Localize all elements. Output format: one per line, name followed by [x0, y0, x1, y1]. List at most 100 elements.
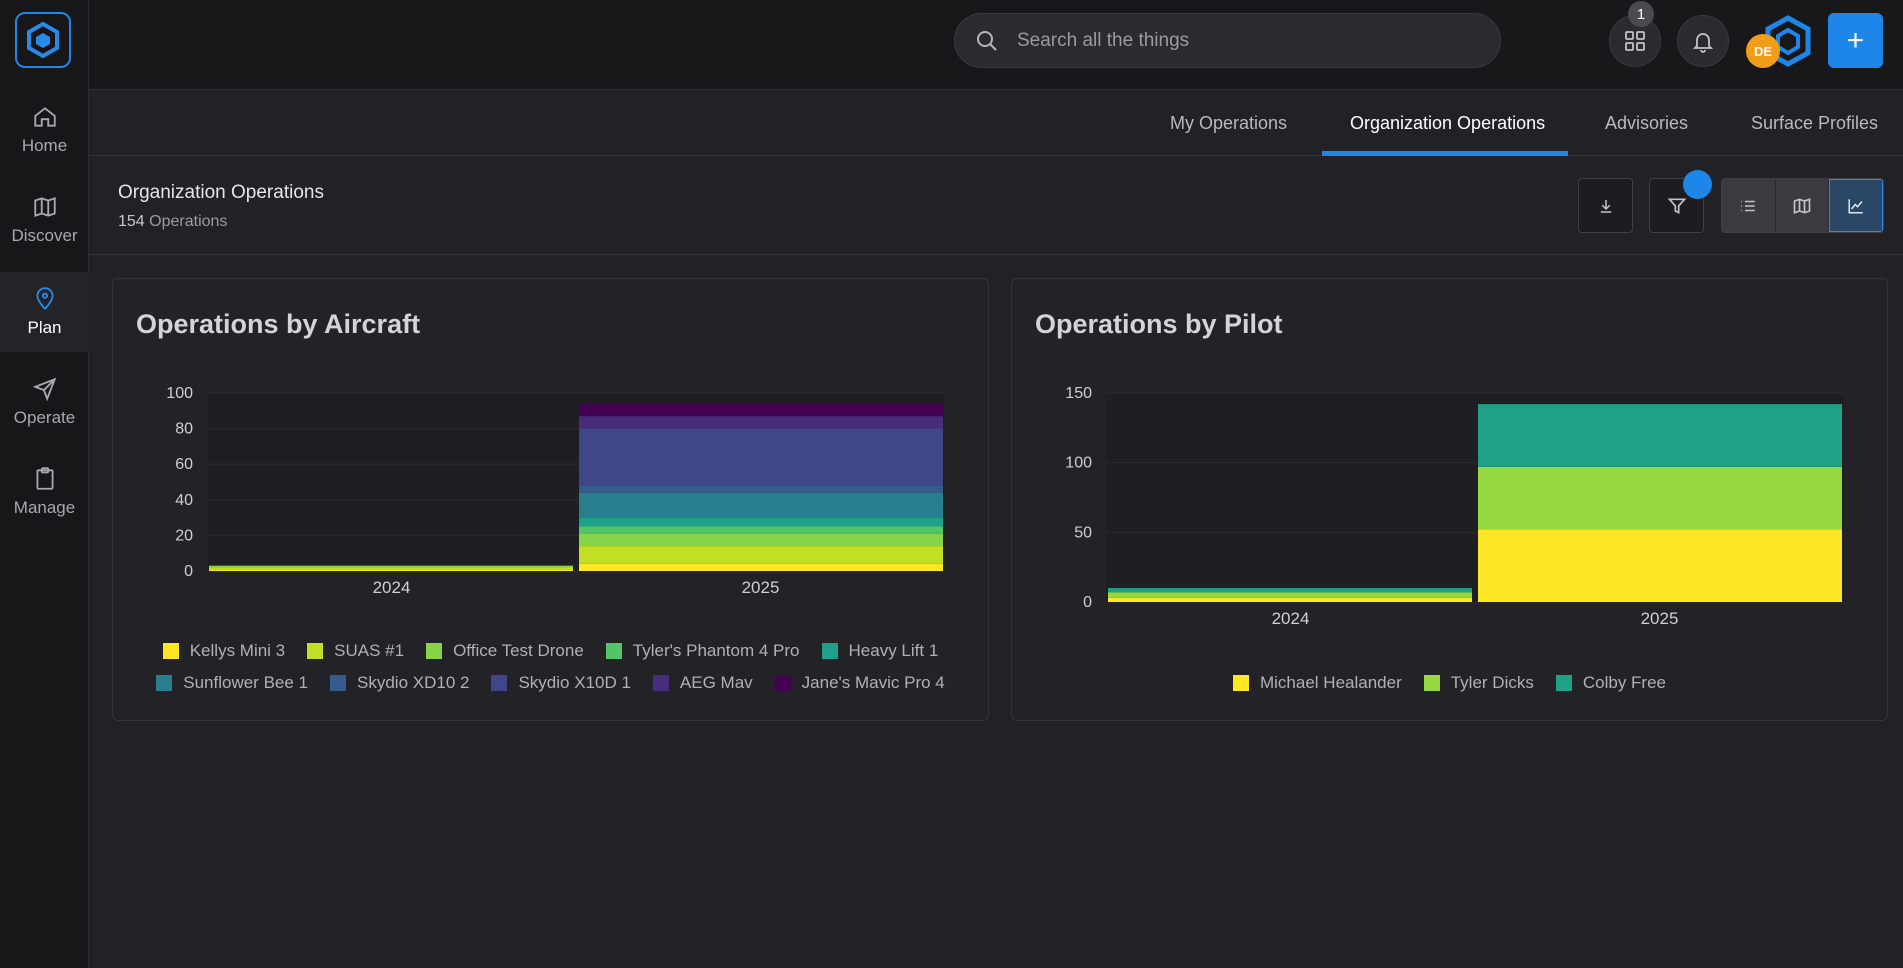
map-pin-icon — [35, 287, 54, 311]
legend-item[interactable]: Colby Free — [1555, 673, 1666, 693]
line-chart-icon — [1848, 198, 1863, 213]
send-icon — [32, 377, 56, 402]
legend-swatch — [330, 675, 346, 691]
nav-item-home[interactable]: Home — [0, 90, 89, 170]
legend-item[interactable]: Office Test Drone — [426, 641, 584, 661]
x-tick-label: 2024 — [373, 578, 411, 597]
page-title: Organization Operations — [118, 182, 324, 203]
search-bar[interactable] — [954, 13, 1501, 68]
bar-segment[interactable] — [579, 492, 943, 518]
legend-item[interactable]: Sunflower Bee 1 — [156, 673, 308, 693]
list-icon — [1741, 200, 1756, 211]
legend-label: Michael Healander — [1259, 673, 1402, 692]
bar-segment[interactable] — [1478, 529, 1842, 602]
bar-segment[interactable] — [579, 526, 943, 534]
legend-item[interactable]: Jane's Mavic Pro 4 — [774, 673, 945, 693]
legend-label: Tyler Dicks — [1450, 673, 1534, 692]
search-icon — [977, 30, 997, 51]
tab-organization-operations[interactable]: Organization Operations — [1350, 113, 1546, 133]
page-header: Organization Operations 154 Operations — [89, 157, 1903, 255]
legend-swatch — [307, 643, 324, 659]
legend-item[interactable]: AEG Mav — [652, 673, 753, 693]
map-view-button[interactable] — [1775, 179, 1830, 232]
y-tick-label: 50 — [1074, 524, 1092, 541]
legend-item[interactable]: Tyler's Phantom 4 Pro — [605, 641, 800, 661]
bar-segment[interactable] — [209, 567, 573, 570]
tab-surface-profiles[interactable]: Surface Profiles — [1751, 113, 1879, 133]
legend-label: Office Test Drone — [453, 641, 584, 660]
nav-item-plan[interactable]: Plan — [0, 272, 89, 352]
list-view-button[interactable] — [1722, 179, 1776, 232]
app-logo[interactable] — [15, 12, 71, 68]
legend-label: Jane's Mavic Pro 4 — [801, 673, 945, 692]
legend-label: Sunflower Bee 1 — [183, 673, 308, 692]
y-tick-label: 60 — [175, 456, 193, 473]
legend-item[interactable]: SUAS #1 — [307, 641, 404, 661]
bar-segment[interactable] — [209, 565, 573, 568]
add-button[interactable]: + — [1828, 13, 1883, 68]
bar-segment[interactable] — [579, 428, 943, 486]
nav-label-home: Home — [21, 136, 68, 155]
legend-swatch — [774, 675, 791, 691]
home-icon — [33, 107, 56, 127]
legend-item[interactable]: Tyler Dicks — [1423, 673, 1534, 693]
tab-advisories[interactable]: Advisories — [1605, 113, 1689, 133]
nav-item-discover[interactable]: Discover — [0, 180, 89, 260]
legend-swatch — [652, 675, 669, 691]
notification-count-badge: 1 — [1628, 1, 1654, 27]
nav-item-manage[interactable]: Manage — [0, 452, 89, 532]
map-icon — [1793, 197, 1811, 214]
legend-swatch — [156, 675, 173, 691]
operations-count-label: Operations — [149, 213, 228, 230]
nav-label-discover: Discover — [11, 226, 78, 245]
aircraft-chart-legend: Kellys Mini 3 SUAS #1 Office Test Drone Tyl… — [113, 641, 988, 693]
legend-swatch — [605, 643, 622, 659]
legend-item[interactable]: Kellys Mini 3 — [162, 641, 286, 661]
clipboard-icon — [35, 467, 54, 490]
notifications-button[interactable] — [1677, 15, 1729, 67]
filter-active-indicator — [1683, 170, 1712, 199]
user-avatar[interactable]: DE — [1746, 34, 1780, 68]
bar-segment[interactable] — [579, 546, 943, 564]
nav-label-plan: Plan — [27, 318, 62, 337]
bar-segment[interactable] — [1108, 597, 1472, 602]
plus-icon: + — [1846, 23, 1865, 57]
search-input[interactable] — [1017, 29, 1457, 52]
legend-label: Kellys Mini 3 — [189, 641, 286, 660]
bar-segment[interactable] — [579, 403, 943, 417]
chart-view-button[interactable] — [1829, 179, 1883, 232]
x-tick-label: 2025 — [1641, 609, 1679, 628]
y-tick-label: 100 — [1065, 455, 1092, 472]
bar-segment[interactable] — [209, 569, 573, 571]
nav-label-manage: Manage — [13, 498, 76, 517]
bar-segment[interactable] — [579, 533, 943, 547]
legend-item[interactable]: Michael Healander — [1232, 673, 1402, 693]
legend-label: Skydio XD10 2 — [357, 673, 470, 692]
bar-segment[interactable] — [1108, 588, 1472, 593]
pilot-stacked-bar-chart: 0 50 100 150 2024 2025 — [1065, 385, 1844, 628]
legend-item[interactable]: Skydio XD10 2 — [330, 673, 469, 693]
operations-tabs: My Operations Organization Operations Ad… — [89, 91, 1903, 156]
tab-my-operations[interactable]: My Operations — [1170, 113, 1288, 133]
legend-label: Tyler's Phantom 4 Pro — [632, 641, 800, 660]
bar-segment[interactable] — [579, 485, 943, 493]
nav-item-operate[interactable]: Operate — [0, 362, 89, 442]
bar-segment[interactable] — [579, 416, 943, 429]
legend-item[interactable]: Heavy Lift 1 — [821, 641, 939, 661]
filter-icon — [1667, 198, 1686, 214]
aircraft-chart-title: Operations by Aircraft — [136, 309, 421, 339]
bell-icon — [1692, 33, 1714, 53]
bar-segment[interactable] — [579, 563, 943, 571]
legend-label: Heavy Lift 1 — [848, 641, 939, 660]
operations-count: 154 Operations — [118, 213, 227, 231]
bar-segment[interactable] — [579, 517, 943, 527]
y-tick-label: 150 — [1065, 385, 1092, 402]
pilot-chart-legend: Michael Healander Tyler Dicks Colby Free — [1012, 673, 1887, 693]
bar-segment[interactable] — [1108, 592, 1472, 598]
org-hexagon-icon[interactable] — [1762, 14, 1814, 68]
legend-swatch — [491, 675, 508, 691]
bar-segment[interactable] — [1478, 466, 1842, 530]
legend-item[interactable]: Skydio X10D 1 — [491, 673, 631, 693]
bar-segment[interactable] — [1478, 404, 1842, 467]
download-button[interactable] — [1578, 178, 1633, 233]
